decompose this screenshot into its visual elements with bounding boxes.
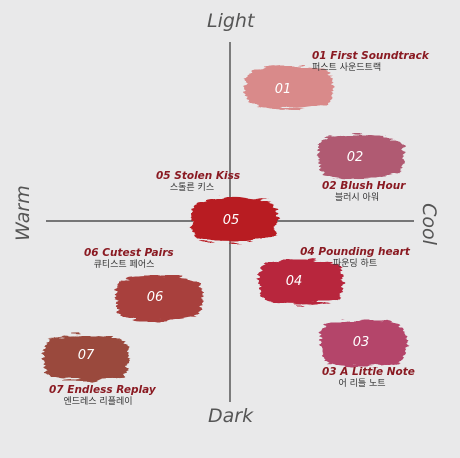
swatch-01: 01	[244, 65, 334, 109]
label-07-name: 07 Endless Replay	[49, 384, 156, 396]
axis-label-right: Cool	[418, 203, 440, 245]
swatch-05: 05	[191, 197, 278, 242]
label-04-name: 04 Pounding heart	[300, 246, 410, 258]
axis-label-bottom: Dark	[208, 405, 254, 427]
swatch-03-smear	[319, 320, 407, 367]
swatch-02-smear	[317, 134, 405, 179]
swatch-07-smear	[42, 335, 129, 381]
label-05-name: 05 Stolen Kiss	[156, 170, 241, 182]
label-02-korean: 블러시 아워	[334, 192, 380, 203]
label-01-korean: 퍼스트 사운드트랙	[312, 62, 382, 73]
swatch-06-smear	[115, 275, 203, 321]
label-03-name: 03 A Little Note	[322, 366, 415, 378]
label-06-name: 06 Cutest Pairs	[84, 247, 174, 259]
swatch-05-number: 05	[223, 213, 240, 228]
swatch-01-number: 01	[275, 82, 292, 97]
axis-label-top: Light	[207, 10, 255, 32]
label-01: 01 First Soundtrack 퍼스트 사운드트랙	[312, 50, 429, 73]
swatch-03: 03	[319, 320, 407, 367]
label-05-korean: 스톨른 키스	[169, 182, 215, 193]
label-05: 05 Stolen Kiss 스톨른 키스	[156, 170, 241, 193]
swatch-06: 06	[115, 275, 203, 321]
swatch-07: 07	[42, 335, 129, 381]
swatch-02: 02	[317, 134, 405, 179]
label-03: 03 A Little Note 어 리틀 노트	[322, 366, 415, 389]
label-04: 04 Pounding heart 파운딩 하트	[300, 246, 410, 269]
label-02: 02 Blush Hour 블러시 아워	[322, 180, 406, 203]
swatch-07-number: 07	[78, 348, 95, 363]
label-03-korean: 어 리틀 노트	[338, 378, 386, 389]
swatch-04-smear	[257, 259, 343, 305]
swatch-01-smear	[244, 65, 334, 109]
label-02-name: 02 Blush Hour	[322, 180, 406, 192]
label-06-korean: 큐티스트 페어스	[93, 259, 155, 270]
swatch-02-number: 02	[347, 150, 364, 165]
swatch-03-number: 03	[353, 335, 370, 350]
swatch-04-number: 04	[286, 274, 303, 289]
axis-label-left: Warm	[12, 185, 34, 241]
label-04-korean: 파운딩 하트	[332, 258, 378, 269]
swatch-04: 04	[257, 259, 343, 305]
swatch-05-smear	[191, 197, 278, 242]
label-07-korean: 엔드레스 리플레이	[63, 396, 133, 407]
swatch-06-number: 06	[147, 290, 164, 305]
label-06: 06 Cutest Pairs 큐티스트 페어스	[84, 247, 174, 270]
label-01-name: 01 First Soundtrack	[312, 50, 429, 62]
label-07: 07 Endless Replay 엔드레스 리플레이	[49, 384, 156, 407]
